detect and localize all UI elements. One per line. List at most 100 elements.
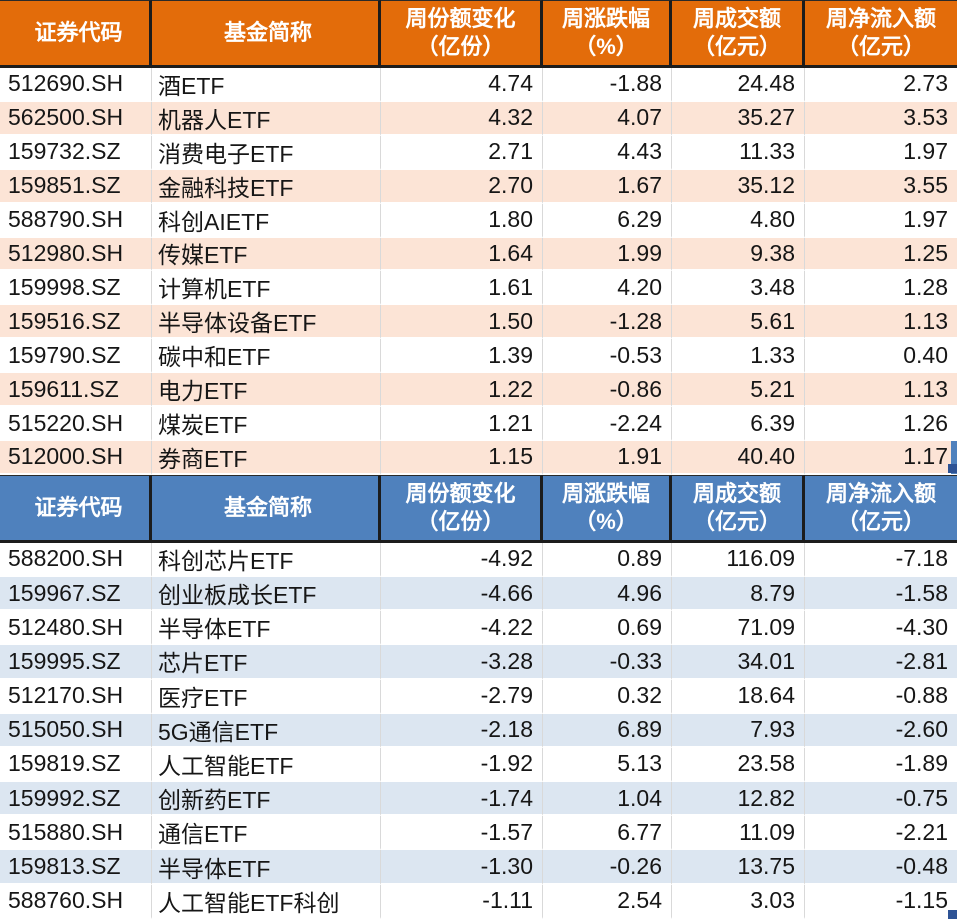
- net-flow-cell[interactable]: 1.97: [805, 135, 957, 170]
- pct-change-cell[interactable]: -0.26: [543, 850, 672, 885]
- share-change-cell[interactable]: -4.92: [381, 542, 543, 578]
- share-change-cell[interactable]: 1.61: [381, 271, 543, 306]
- fund-name-cell[interactable]: 金融科技ETF: [152, 169, 381, 204]
- code-cell[interactable]: 159819.SZ: [0, 747, 152, 783]
- code-cell[interactable]: 515880.SH: [0, 816, 152, 851]
- code-cell[interactable]: 512980.SH: [0, 237, 152, 272]
- share-change-cell[interactable]: 2.70: [381, 169, 543, 204]
- share-change-cell[interactable]: 4.32: [381, 101, 543, 136]
- turnover-cell[interactable]: 9.38: [672, 237, 805, 272]
- fund-name-cell[interactable]: 医疗ETF: [152, 679, 381, 714]
- header-cell-pct-change-cell[interactable]: 周涨跌幅 （%）: [543, 474, 672, 543]
- fund-name-cell[interactable]: 半导体ETF: [152, 850, 381, 885]
- pct-change-cell[interactable]: 0.69: [543, 611, 672, 646]
- net-flow-cell[interactable]: 3.53: [805, 101, 957, 136]
- net-flow-cell[interactable]: -0.75: [805, 782, 957, 817]
- code-cell[interactable]: 515220.SH: [0, 407, 152, 441]
- code-cell[interactable]: 512170.SH: [0, 679, 152, 714]
- code-cell[interactable]: 512000.SH: [0, 440, 152, 475]
- pct-change-cell[interactable]: 6.77: [543, 816, 672, 851]
- share-change-cell[interactable]: 4.74: [381, 68, 543, 102]
- share-change-cell[interactable]: -3.28: [381, 645, 543, 680]
- turnover-cell[interactable]: 1.33: [672, 339, 805, 374]
- net-flow-cell[interactable]: -1.58: [805, 577, 957, 612]
- share-change-cell[interactable]: -2.79: [381, 679, 543, 714]
- code-cell[interactable]: 159516.SZ: [0, 305, 152, 340]
- pct-change-cell[interactable]: 6.29: [543, 203, 672, 238]
- turnover-cell[interactable]: 35.12: [672, 169, 805, 204]
- net-flow-cell[interactable]: -0.48: [805, 850, 957, 885]
- header-cell-net-flow-cell[interactable]: 周净流入额 （亿元）: [805, 474, 957, 543]
- code-cell[interactable]: 159851.SZ: [0, 169, 152, 204]
- code-cell[interactable]: 512690.SH: [0, 68, 152, 102]
- code-cell[interactable]: 159992.SZ: [0, 782, 152, 817]
- fund-name-cell[interactable]: 芯片ETF: [152, 645, 381, 680]
- fund-name-cell[interactable]: 5G通信ETF: [152, 713, 381, 748]
- share-change-cell[interactable]: 1.64: [381, 237, 543, 272]
- turnover-cell[interactable]: 4.80: [672, 203, 805, 238]
- fund-name-cell[interactable]: 煤炭ETF: [152, 407, 381, 441]
- turnover-cell[interactable]: 71.09: [672, 611, 805, 646]
- turnover-cell[interactable]: 24.48: [672, 68, 805, 102]
- header-cell-turnover-cell[interactable]: 周成交额 （亿元）: [672, 474, 805, 543]
- pct-change-cell[interactable]: -0.86: [543, 373, 672, 408]
- fund-name-cell[interactable]: 计算机ETF: [152, 271, 381, 306]
- net-flow-cell[interactable]: 1.13: [805, 305, 957, 340]
- header-cell-pct-change-cell[interactable]: 周涨跌幅 （%）: [543, 0, 672, 68]
- pct-change-cell[interactable]: -0.33: [543, 645, 672, 680]
- net-flow-cell[interactable]: -4.30: [805, 611, 957, 646]
- header-cell-fund-name-cell[interactable]: 基金简称: [152, 474, 381, 543]
- share-change-cell[interactable]: 1.22: [381, 373, 543, 408]
- header-cell-fund-name-cell[interactable]: 基金简称: [152, 0, 381, 68]
- fund-name-cell[interactable]: 半导体ETF: [152, 611, 381, 646]
- code-cell[interactable]: 588790.SH: [0, 203, 152, 238]
- share-change-cell[interactable]: -1.57: [381, 816, 543, 851]
- turnover-cell[interactable]: 11.33: [672, 135, 805, 170]
- header-cell-code-cell[interactable]: 证券代码: [0, 474, 152, 543]
- net-flow-cell[interactable]: 1.26: [805, 407, 957, 441]
- fund-name-cell[interactable]: 碳中和ETF: [152, 339, 381, 374]
- turnover-cell[interactable]: 7.93: [672, 713, 805, 748]
- share-change-cell[interactable]: 1.15: [381, 440, 543, 475]
- net-flow-cell[interactable]: 1.17: [805, 440, 957, 475]
- pct-change-cell[interactable]: 0.89: [543, 542, 672, 578]
- fund-name-cell[interactable]: 半导体设备ETF: [152, 305, 381, 340]
- fund-name-cell[interactable]: 电力ETF: [152, 373, 381, 408]
- fund-name-cell[interactable]: 科创AIETF: [152, 203, 381, 238]
- header-cell-turnover-cell[interactable]: 周成交额 （亿元）: [672, 0, 805, 68]
- net-flow-cell[interactable]: -1.15: [805, 884, 957, 919]
- net-flow-cell[interactable]: 1.97: [805, 203, 957, 238]
- turnover-cell[interactable]: 6.39: [672, 407, 805, 441]
- code-cell[interactable]: 159998.SZ: [0, 271, 152, 306]
- fund-name-cell[interactable]: 人工智能ETF科创: [152, 884, 381, 919]
- turnover-cell[interactable]: 18.64: [672, 679, 805, 714]
- turnover-cell[interactable]: 8.79: [672, 577, 805, 612]
- fund-name-cell[interactable]: 酒ETF: [152, 68, 381, 102]
- share-change-cell[interactable]: -1.30: [381, 850, 543, 885]
- pct-change-cell[interactable]: 1.99: [543, 237, 672, 272]
- share-change-cell[interactable]: -4.22: [381, 611, 543, 646]
- pct-change-cell[interactable]: 0.32: [543, 679, 672, 714]
- turnover-cell[interactable]: 3.03: [672, 884, 805, 919]
- header-cell-code-cell[interactable]: 证券代码: [0, 0, 152, 68]
- turnover-cell[interactable]: 40.40: [672, 440, 805, 475]
- share-change-cell[interactable]: 1.39: [381, 339, 543, 374]
- fund-name-cell[interactable]: 机器人ETF: [152, 101, 381, 136]
- turnover-cell[interactable]: 11.09: [672, 816, 805, 851]
- pct-change-cell[interactable]: 6.89: [543, 713, 672, 748]
- fund-name-cell[interactable]: 创业板成长ETF: [152, 577, 381, 612]
- code-cell[interactable]: 159732.SZ: [0, 135, 152, 170]
- pct-change-cell[interactable]: -0.53: [543, 339, 672, 374]
- pct-change-cell[interactable]: 1.91: [543, 440, 672, 475]
- code-cell[interactable]: 159995.SZ: [0, 645, 152, 680]
- net-flow-cell[interactable]: 1.25: [805, 237, 957, 272]
- pct-change-cell[interactable]: 4.20: [543, 271, 672, 306]
- net-flow-cell[interactable]: -2.60: [805, 713, 957, 748]
- turnover-cell[interactable]: 3.48: [672, 271, 805, 306]
- pct-change-cell[interactable]: 4.43: [543, 135, 672, 170]
- net-flow-cell[interactable]: -7.18: [805, 542, 957, 578]
- fill-handle-icon[interactable]: [948, 910, 957, 919]
- share-change-cell[interactable]: -4.66: [381, 577, 543, 612]
- net-flow-cell[interactable]: -0.88: [805, 679, 957, 714]
- pct-change-cell[interactable]: -2.24: [543, 407, 672, 441]
